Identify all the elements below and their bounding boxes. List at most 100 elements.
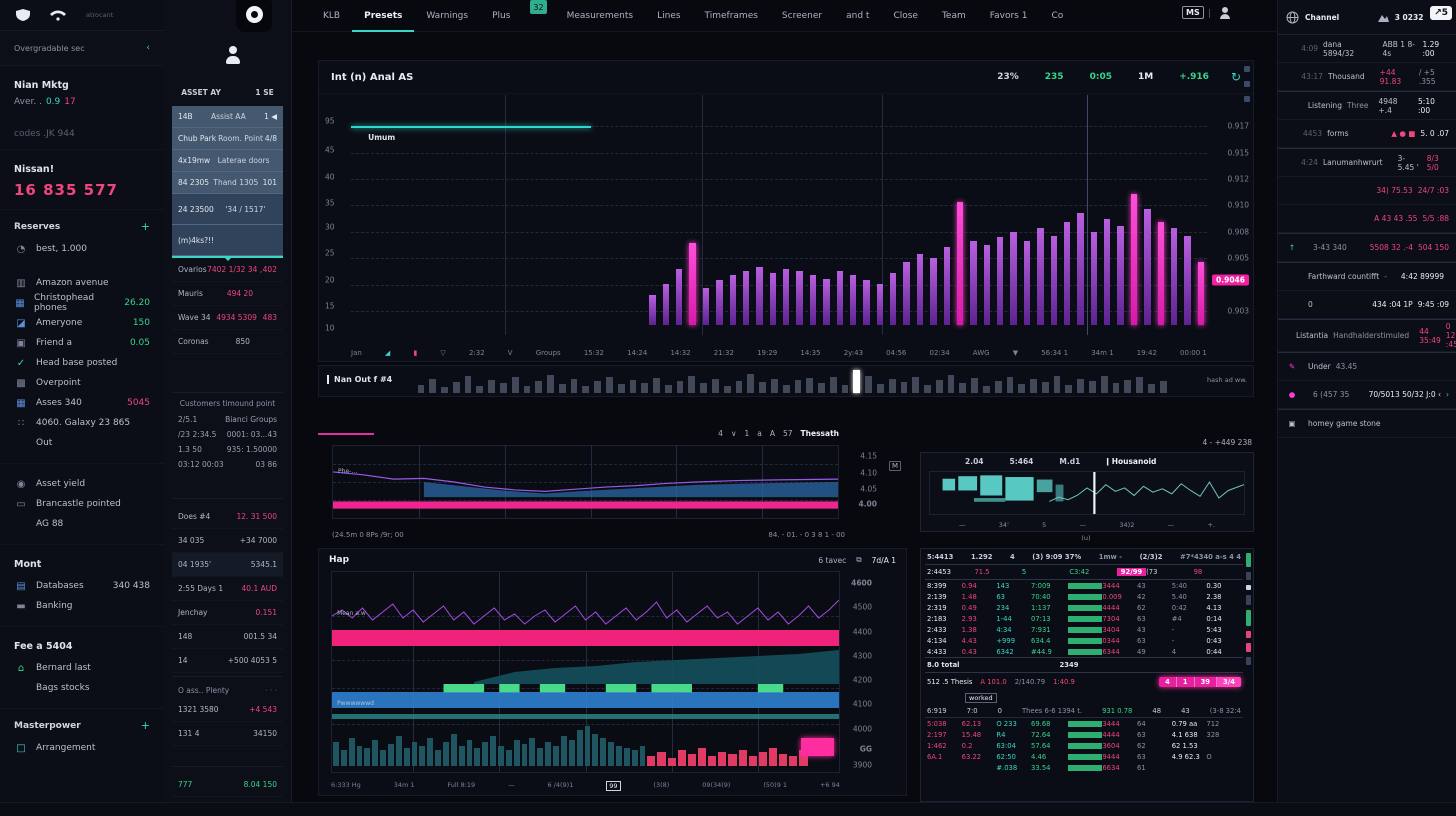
- scrollbar-segment[interactable]: [1246, 572, 1251, 580]
- footer-control[interactable]: 5: [1042, 521, 1047, 529]
- sidebar-item[interactable]: ▦ Asses 340 5045: [14, 393, 150, 413]
- position-row[interactable]: 14 +500 4053 5: [172, 649, 283, 673]
- volume-strip-bars[interactable]: [415, 369, 1169, 393]
- footer-control[interactable]: —: [1079, 521, 1087, 529]
- sidebar-item[interactable]: ◪ Ameryone 150: [14, 313, 150, 333]
- sidebar-item[interactable]: ▦ Christophead phones 26.20: [14, 293, 150, 313]
- watchlist-row[interactable]: 24 23500'34 / 1517': [172, 194, 283, 225]
- dom-row[interactable]: 8:399 0.94 143 7:009 3444 43 5:40 0.30: [927, 581, 1222, 590]
- add-reserve-button[interactable]: +: [140, 220, 150, 233]
- main-chart-plot[interactable]: Umum 0.9046: [351, 95, 1249, 335]
- trade-row[interactable]: #.038 33.54 6634 61: [996, 763, 1146, 772]
- sidebar-collapse-row[interactable]: Overgradable sec ‹: [0, 31, 164, 66]
- scrollbar-segment[interactable]: [1246, 643, 1251, 652]
- chart-scrollbar[interactable]: [1244, 66, 1250, 102]
- dom-scrollbar[interactable]: [1246, 553, 1251, 797]
- nav-item[interactable]: KLB: [323, 10, 341, 21]
- scrollbar-segment[interactable]: [1246, 610, 1251, 626]
- sidebar-item[interactable]: ▣ Friend a 0.05: [14, 333, 150, 353]
- feed-row[interactable]: ↑ 3-43 340 5508 32 .-4 504 150: [1278, 233, 1456, 262]
- feed-row[interactable]: ● 6 (457 35 70/5013 50/32 J:0 ‹ ›: [1278, 381, 1456, 409]
- overflow-menu-icon[interactable]: · · ·: [265, 686, 277, 695]
- watchlist-row[interactable]: (m)4ks?!!: [172, 225, 283, 256]
- feed-row[interactable]: A 43 43 .55 5/5 :88: [1278, 205, 1456, 233]
- position-row[interactable]: Jenchay 0.151: [172, 601, 283, 625]
- watchlist-row[interactable]: 84 2305 Thand 1305 101: [172, 172, 283, 194]
- expand-icon[interactable]: ⧉: [856, 555, 862, 564]
- toolbar-control[interactable]: A: [769, 429, 775, 438]
- toolbar-control[interactable]: 57: [782, 429, 793, 438]
- quote-row[interactable]: Ovarios 7402 1/32 34 , 402: [172, 258, 283, 282]
- data-row[interactable]: 777 8.04 150: [172, 773, 283, 797]
- watchlist-row[interactable]: Chub Park Room. Point 4/8: [172, 128, 283, 150]
- scrollbar-segment[interactable]: [1246, 585, 1251, 590]
- nav-item[interactable]: and t: [846, 10, 870, 21]
- sidebar-item[interactable]: ✓ Head base posted: [14, 353, 150, 373]
- quote-row[interactable]: Wave 34 4934 5309 483: [172, 306, 283, 330]
- position-row[interactable]: 34 035 +34 7000: [172, 529, 283, 553]
- feed-row[interactable]: Listening Three 4948 +.4 5:10 :00: [1278, 91, 1456, 120]
- sidebar-item[interactable]: ∷ 4060. Galaxy 23 865: [14, 413, 150, 433]
- feed-row[interactable]: 34) 75.53 24/7 :03: [1278, 177, 1456, 205]
- sidebar-item[interactable]: Bags stocks: [14, 678, 150, 698]
- nav-item[interactable]: Team: [941, 10, 966, 21]
- nav-item[interactable]: 32: [530, 0, 547, 14]
- dom-row[interactable]: 2:183 2.93 1-44 07:13 7304 63 #4 0:14: [927, 614, 1222, 623]
- add-button[interactable]: +: [140, 719, 150, 732]
- trade-row[interactable]: 5:038 62.13 O 233 69.68 3444 64 0.79 aa 712: [927, 719, 1220, 728]
- footer-control[interactable]: 34)2: [1119, 521, 1135, 529]
- account-icon[interactable]: [1219, 7, 1231, 21]
- nav-item[interactable]: Close: [893, 10, 918, 21]
- footer-control[interactable]: —: [959, 521, 966, 529]
- nav-item[interactable]: Timeframes: [704, 10, 758, 21]
- position-row[interactable]: Does #4 12. 31 500: [172, 505, 283, 529]
- list-item[interactable]: ◔ best, 1.000: [14, 239, 150, 259]
- scrollbar-segment[interactable]: [1246, 657, 1251, 665]
- feed-row[interactable]: 43:17 Thousand +44 91.83 / +5 .355: [1278, 63, 1456, 91]
- sidebar-item[interactable]: Out: [14, 433, 150, 453]
- nav-item[interactable]: Plus: [492, 10, 511, 21]
- sidebar-item[interactable]: ▥ Amazon avenue: [14, 273, 150, 293]
- toolbar-control[interactable]: a: [757, 429, 762, 438]
- sidebar-item[interactable]: AG 88: [14, 514, 150, 534]
- user-avatar-icon[interactable]: [224, 46, 242, 66]
- dom-row[interactable]: 4:433 0.43 6342 #44.9 6344 49 4 0:44: [927, 647, 1222, 656]
- watchlist-row[interactable]: 4x19mw Laterae doors: [172, 150, 283, 172]
- footer-control[interactable]: 34': [998, 521, 1009, 529]
- sidebar-item[interactable]: □ Arrangement: [14, 738, 150, 758]
- nav-item[interactable]: Presets: [352, 0, 415, 32]
- nav-item[interactable]: Lines: [657, 10, 681, 21]
- trade-row[interactable]: 2:197 15.48 R4 72.64 4444 63 4.1 638 328: [927, 730, 1220, 739]
- dom-row[interactable]: 2:433 1.38 4:34 7:931 3404 43 -5:43: [927, 625, 1222, 634]
- feed-row[interactable]: 0 434 :04 1P 9:45 :09: [1278, 291, 1456, 319]
- trade-row[interactable]: 1:462 0.2 63:04 57.64 3604 62 62 1.53: [927, 741, 1198, 750]
- feed-row[interactable]: ▣ homey game stone: [1278, 409, 1456, 438]
- notification-badge[interactable]: ↗5: [1430, 6, 1452, 20]
- nav-item[interactable]: Screener: [781, 10, 823, 21]
- feed-row[interactable]: 4:24 Lanumanhwrurt 3-5.45 ' 8/3 5/0: [1278, 148, 1456, 177]
- maximize-button[interactable]: M: [888, 461, 901, 471]
- toolbar-control[interactable]: ∨: [730, 429, 737, 438]
- ms-workspace-button[interactable]: MS: [1182, 6, 1204, 19]
- refresh-icon[interactable]: ↻: [1230, 70, 1241, 84]
- scrollbar-segment[interactable]: [1246, 553, 1251, 567]
- footer-control[interactable]: +.: [1207, 521, 1215, 529]
- nav-item[interactable]: Warnings: [426, 10, 469, 21]
- position-row[interactable]: 148 001.5 34: [172, 625, 283, 649]
- hap-chart-plot[interactable]: Mean a.w Pwwwwwwd: [331, 571, 840, 773]
- chevron-left-icon[interactable]: ‹: [146, 43, 150, 53]
- trade-row[interactable]: 6A.1 63.22 62:50 4.46 9444 63 4.9 62.3 O: [927, 752, 1212, 761]
- feed-row[interactable]: Farthward countifft - 4:42 89999: [1278, 262, 1456, 291]
- quote-row[interactable]: Coronas 850: [172, 330, 283, 354]
- mini-chart-plot[interactable]: [929, 471, 1245, 515]
- nav-item[interactable]: Co: [1051, 10, 1064, 21]
- scrollbar-segment[interactable]: [1246, 631, 1251, 638]
- position-row[interactable]: 04 1935' 5345.1: [172, 553, 283, 577]
- scrollbar-segment[interactable]: [1246, 595, 1251, 605]
- toolbar-control[interactable]: Thessath: [800, 429, 839, 438]
- sidebar-item[interactable]: ◉ Asset yield: [14, 474, 150, 494]
- quote-row[interactable]: Mauris 494 20: [172, 282, 283, 306]
- footer-control[interactable]: —: [1167, 521, 1175, 529]
- feed-row[interactable]: Listantia Handhalderstimuled 44 35:49 0 …: [1278, 319, 1456, 352]
- sidebar-item[interactable]: ⌂ Bernard last: [14, 658, 150, 678]
